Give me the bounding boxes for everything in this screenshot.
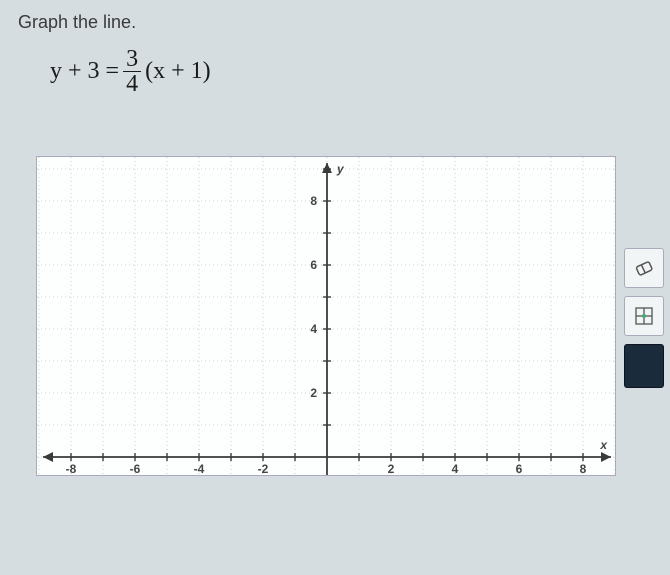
fraction-numerator: 3 [123, 47, 141, 72]
fraction-denominator: 4 [123, 72, 141, 96]
svg-text:6: 6 [310, 258, 317, 272]
svg-text:x: x [599, 438, 608, 452]
svg-text:y: y [336, 162, 345, 176]
svg-text:2: 2 [388, 462, 395, 476]
graph-area[interactable]: -8-6-4-224682468xy [36, 156, 616, 476]
equation-rhs: (x + 1) [145, 58, 211, 85]
svg-text:4: 4 [310, 322, 317, 336]
grid-tool[interactable] [624, 296, 664, 336]
svg-text:6: 6 [516, 462, 523, 476]
svg-text:8: 8 [580, 462, 587, 476]
instruction-text: Graph the line. [18, 12, 652, 33]
grid-icon [633, 305, 655, 327]
equation: y + 3 = 3 4 (x + 1) [50, 47, 652, 96]
svg-text:-8: -8 [66, 462, 77, 476]
equation-fraction: 3 4 [123, 47, 141, 96]
fill-tool[interactable] [624, 344, 664, 388]
svg-text:4: 4 [452, 462, 459, 476]
eraser-icon [633, 257, 655, 279]
coordinate-grid[interactable]: -8-6-4-224682468xy [37, 157, 616, 476]
svg-text:-4: -4 [194, 462, 205, 476]
toolbar [624, 248, 664, 388]
eraser-tool[interactable] [624, 248, 664, 288]
svg-text:2: 2 [310, 386, 317, 400]
svg-text:8: 8 [310, 194, 317, 208]
equation-lhs: y + 3 = [50, 58, 119, 85]
svg-text:-2: -2 [258, 462, 269, 476]
svg-text:-6: -6 [130, 462, 141, 476]
